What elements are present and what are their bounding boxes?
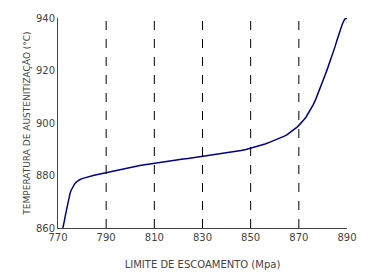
svg-text:880: 880	[36, 170, 55, 181]
svg-text:890: 890	[337, 232, 356, 243]
svg-text:TEMPERATURA DE AUSTENITIZAÇÃO: TEMPERATURA DE AUSTENITIZAÇÃO (°C)	[22, 31, 32, 215]
svg-text:850: 850	[241, 232, 260, 243]
svg-text:790: 790	[97, 232, 116, 243]
svg-text:920: 920	[36, 65, 55, 76]
svg-text:770: 770	[48, 232, 67, 243]
svg-text:870: 870	[289, 232, 308, 243]
svg-text:830: 830	[193, 232, 212, 243]
svg-text:860: 860	[36, 223, 55, 234]
svg-text:810: 810	[145, 232, 164, 243]
svg-text:LIMITE DE ESCOAMENTO (Mpa): LIMITE DE ESCOAMENTO (Mpa)	[125, 259, 281, 270]
svg-text:900: 900	[36, 118, 55, 129]
svg-text:940: 940	[36, 13, 55, 24]
